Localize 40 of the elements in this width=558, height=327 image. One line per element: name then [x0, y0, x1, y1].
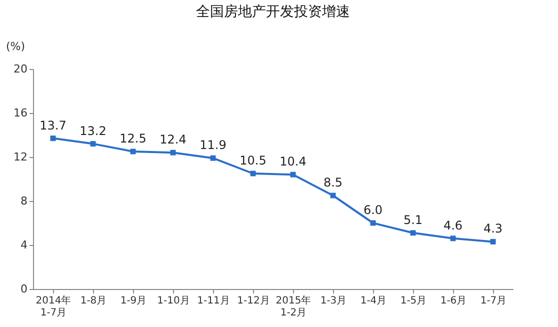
- point: [290, 172, 296, 178]
- chart-title: 全国房地产开发投资增速: [196, 4, 350, 20]
- data-label: 13.7: [40, 118, 66, 132]
- point: [210, 155, 216, 161]
- x-tick-label: 1-5月: [400, 296, 427, 306]
- point: [90, 141, 96, 147]
- x-tick-label: 1-12月: [237, 296, 270, 306]
- data-label: 12.4: [160, 132, 186, 147]
- point: [50, 136, 56, 142]
- data-label: 8.5: [323, 176, 343, 190]
- y-tick-label: 8: [20, 194, 28, 208]
- x-tick-label: 1-9月: [120, 296, 147, 306]
- x-tick-label: 2014年 1-7月: [36, 294, 72, 318]
- x-tick-label: 1-10月: [157, 296, 190, 306]
- y-axis-title: (%): [6, 40, 25, 53]
- data-label: 11.9: [200, 138, 226, 152]
- point: [450, 236, 456, 242]
- data-label: 4.3: [483, 222, 503, 236]
- x-tick-label: 1-6月: [440, 296, 467, 306]
- y-tick-label: 20: [14, 62, 28, 76]
- data-label: 5.1: [403, 212, 423, 227]
- y-tick-label: 0: [20, 282, 28, 296]
- data-label: 10.5: [240, 154, 266, 168]
- x-tick-label: 1-11月: [197, 296, 230, 306]
- y-tick-label: 12: [14, 150, 28, 164]
- y-tick-label: 4: [20, 238, 28, 252]
- y-tick-label: 16: [14, 106, 28, 120]
- point: [410, 230, 416, 236]
- data-label: 4.6: [443, 218, 463, 232]
- x-tick-label: 1-3月: [320, 296, 347, 306]
- data-label: 13.2: [80, 124, 106, 138]
- x-tick-label: 1-4月: [360, 296, 387, 306]
- point: [490, 238, 496, 244]
- x-tick-label: 1-7月: [480, 296, 507, 306]
- data-label: 10.4: [280, 154, 306, 169]
- point: [170, 150, 176, 156]
- data-label: 6.0: [363, 203, 383, 217]
- data-label: 12.5: [120, 132, 146, 146]
- x-tick-label: 1-8月: [80, 296, 107, 306]
- x-tick-label: 2015年 1-2月: [276, 294, 312, 318]
